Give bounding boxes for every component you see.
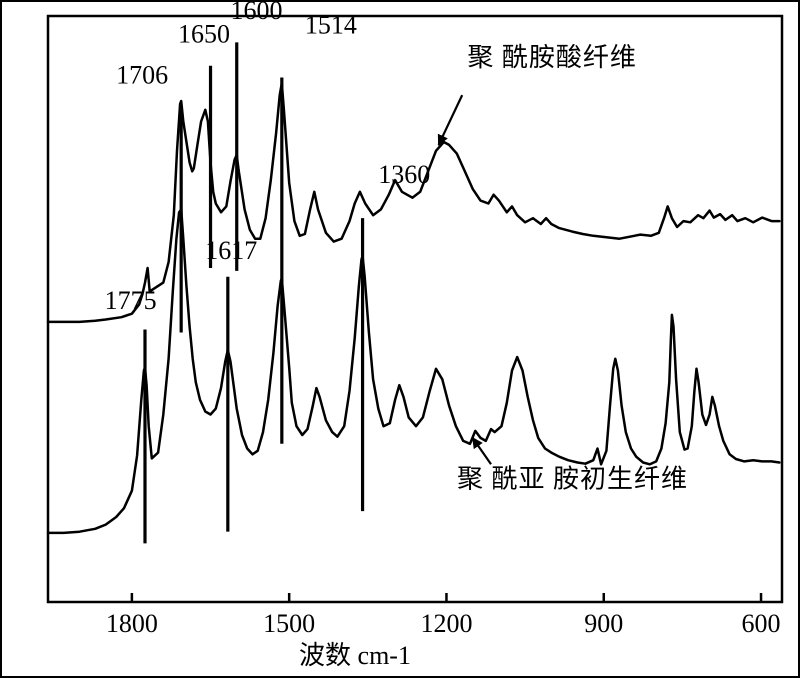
x-tick-label: 600 [742,609,781,638]
peak-label: 1600 [230,2,282,25]
x-tick-label: 1500 [263,609,315,638]
series-annotation: 聚 酰亚 胺初生纤维 [457,465,688,494]
peak-label: 1617 [205,236,257,265]
peak-label: 1775 [105,286,157,315]
x-tick-label: 900 [584,609,623,638]
x-tick-label: 1200 [420,609,472,638]
ir-spectrum-chart: 180015001200900600 170616501600151417751… [2,2,798,676]
annotations: 聚 酰胺酸纤维聚 酰亚 胺初生纤维 [439,43,688,494]
peak-label: 1706 [116,60,168,89]
peak-label: 1514 [305,11,357,40]
x-axis-label: 波数 cm-1 [299,641,411,670]
x-axis-ticks: 1800 1500 1200 900 600 [106,593,781,638]
peak-markers: 1706 16501600 1514 1775 1617 1360 [105,2,431,543]
peak-label: 1650 [178,19,230,48]
peak-label: 1360 [378,160,430,189]
x-tick-label: 1800 [106,609,158,638]
spectrum-upper [48,83,779,322]
series-annotation: 聚 酰胺酸纤维 [467,43,637,72]
plot-frame [48,16,782,602]
